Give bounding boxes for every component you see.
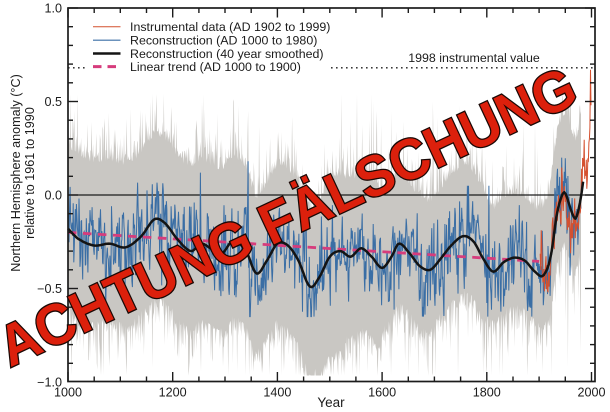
- svg-text:1200: 1200: [159, 386, 187, 400]
- svg-text:Instrumental data (AD 1902 to: Instrumental data (AD 1902 to 1999): [130, 20, 330, 34]
- svg-text:1400: 1400: [263, 386, 291, 400]
- svg-text:Year: Year: [317, 395, 345, 410]
- svg-text:2000: 2000: [577, 386, 605, 400]
- svg-text:−0.5: −0.5: [37, 282, 62, 296]
- svg-text:Northern Hemisphere anomaly (°: Northern Hemisphere anomaly (°C): [9, 74, 23, 272]
- svg-text:relative to 1961 to 1990: relative to 1961 to 1990: [23, 107, 37, 239]
- svg-text:1000: 1000: [54, 386, 82, 400]
- svg-text:1.0: 1.0: [44, 2, 62, 16]
- svg-text:1600: 1600: [368, 386, 396, 400]
- svg-text:−1.0: −1.0: [37, 376, 62, 390]
- svg-text:0.0: 0.0: [44, 189, 62, 203]
- svg-text:1998 instrumental value: 1998 instrumental value: [408, 51, 540, 65]
- svg-text:Linear trend (AD 1000 to 1900): Linear trend (AD 1000 to 1900): [130, 60, 301, 74]
- svg-text:0.5: 0.5: [44, 95, 62, 109]
- svg-text:Reconstruction (40 year smooth: Reconstruction (40 year smoothed): [130, 47, 324, 61]
- svg-text:1800: 1800: [473, 386, 501, 400]
- svg-text:Reconstruction (AD 1000 to 198: Reconstruction (AD 1000 to 1980): [130, 33, 317, 47]
